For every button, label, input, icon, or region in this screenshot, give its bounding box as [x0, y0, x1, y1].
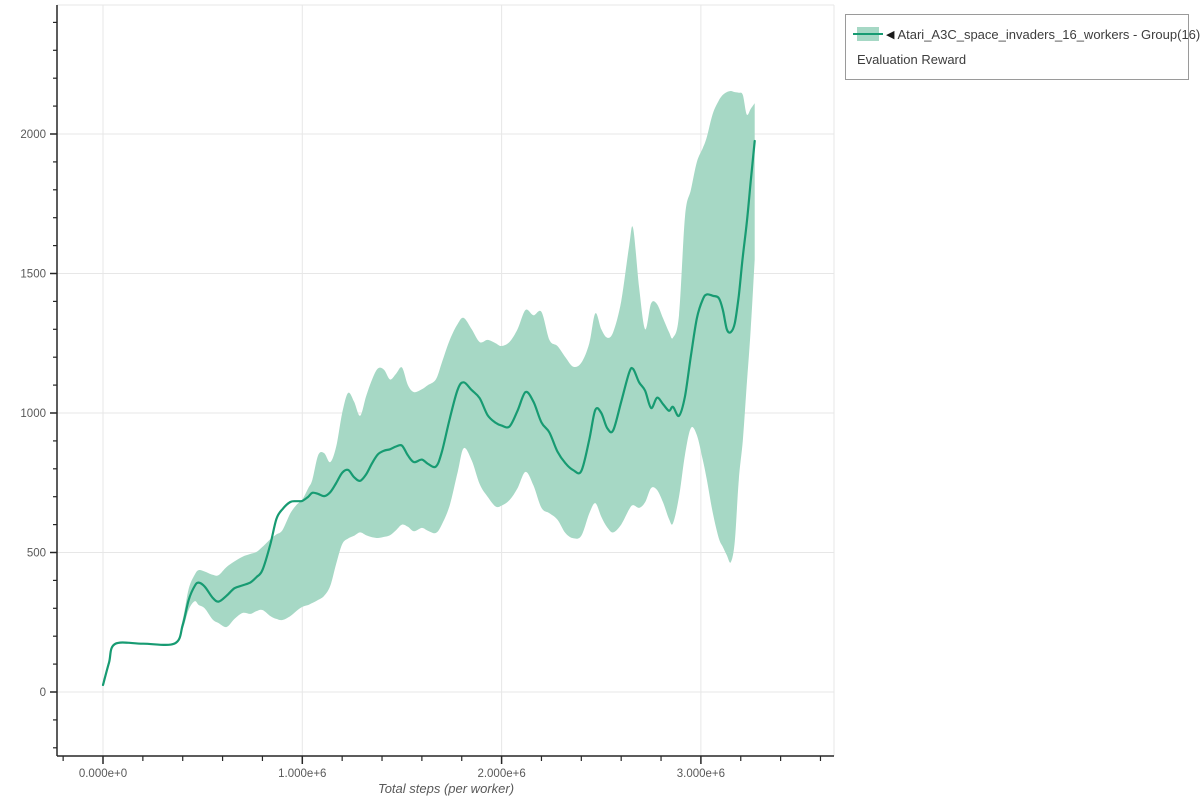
collapse-triangle-icon: ◀ — [886, 29, 895, 41]
legend-entry[interactable]: ◀ Atari_A3C_space_invaders_16_workers - G… — [853, 23, 1200, 48]
confidence-band — [103, 91, 755, 685]
series-swatch-icon — [853, 27, 883, 41]
line-swatch — [853, 32, 883, 35]
x-tick-label: 3.000e+6 — [677, 768, 725, 780]
y-tick-label: 1000 — [20, 408, 46, 420]
y-tick-label: 2000 — [20, 129, 46, 141]
mean-line — [101, 139, 756, 687]
y-tick-label: 1500 — [20, 269, 46, 281]
legend-label-line1: Atari_A3C_space_invaders_16_workers - Gr… — [897, 27, 1200, 42]
x-tick-label: 2.000e+6 — [477, 768, 525, 780]
x-axis-title: Total steps (per worker) — [377, 781, 515, 796]
x-tick-label: 0.000e+0 — [79, 768, 127, 780]
legend-box[interactable]: ◀ Atari_A3C_space_invaders_16_workers - G… — [845, 14, 1200, 80]
y-tick-label: 0 — [40, 687, 46, 699]
y-tick-label: 500 — [27, 548, 46, 560]
x-tick-label: 1.000e+6 — [278, 768, 326, 780]
legend-label-line2: Evaluation Reward — [857, 52, 967, 67]
